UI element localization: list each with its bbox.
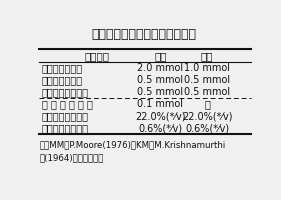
- Text: 寒　　　　　　天: 寒 天: [42, 123, 89, 133]
- Text: 培　　地: 培 地: [84, 51, 109, 61]
- Text: 0.5 mmol: 0.5 mmol: [137, 75, 183, 85]
- Text: 0.6%(*⁄v): 0.6%(*⁄v): [138, 123, 182, 133]
- Text: 1.0 mmol: 1.0 mmol: [184, 63, 230, 73]
- Text: 硝酸カルシウム: 硝酸カルシウム: [42, 63, 83, 73]
- Text: 0.5 mmol: 0.5 mmol: [137, 87, 183, 97]
- Text: －: －: [204, 99, 210, 109]
- Text: 硫酸マグネシウム: 硫酸マグネシウム: [42, 87, 89, 97]
- Text: (1964)の修正培地．: (1964)の修正培地．: [39, 153, 104, 162]
- Text: 22.0%(*⁄v): 22.0%(*⁄v): [182, 111, 232, 121]
- Text: 蔗　　　　　　糖: 蔗 糖: [42, 111, 89, 121]
- Text: 2.0 mmol: 2.0 mmol: [137, 63, 183, 73]
- Text: 表１　花粉の発芽に用いた培地: 表１ 花粉の発芽に用いた培地: [92, 28, 196, 41]
- Text: ＫＭ: ＫＭ: [201, 51, 213, 61]
- Text: 硫 酸 カ リ ウ ム: 硫 酸 カ リ ウ ム: [42, 99, 92, 109]
- Text: 注）MM：P.Moore(1976)，KM：M.Krishnamurthi: 注）MM：P.Moore(1976)，KM：M.Krishnamurthi: [39, 140, 226, 149]
- Text: 0.6%(*⁄v): 0.6%(*⁄v): [185, 123, 229, 133]
- Text: ＭＭ: ＭＭ: [154, 51, 167, 61]
- Text: 0.1 mmol: 0.1 mmol: [137, 99, 183, 109]
- Text: 0.5 mmol: 0.5 mmol: [184, 87, 230, 97]
- Text: ほ　　う　　酸: ほ う 酸: [42, 75, 83, 85]
- Text: 22.0%(*⁄v): 22.0%(*⁄v): [135, 111, 185, 121]
- Text: 0.5 mmol: 0.5 mmol: [184, 75, 230, 85]
